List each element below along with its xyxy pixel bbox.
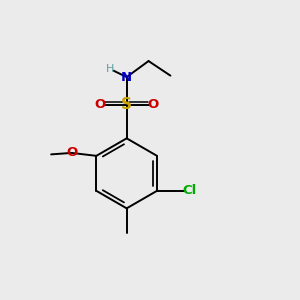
Text: O: O	[94, 98, 106, 111]
Text: N: N	[121, 70, 132, 84]
Text: S: S	[121, 97, 132, 112]
Text: Cl: Cl	[182, 184, 196, 197]
Text: O: O	[66, 146, 77, 159]
Text: O: O	[148, 98, 159, 111]
Text: H: H	[106, 64, 114, 74]
